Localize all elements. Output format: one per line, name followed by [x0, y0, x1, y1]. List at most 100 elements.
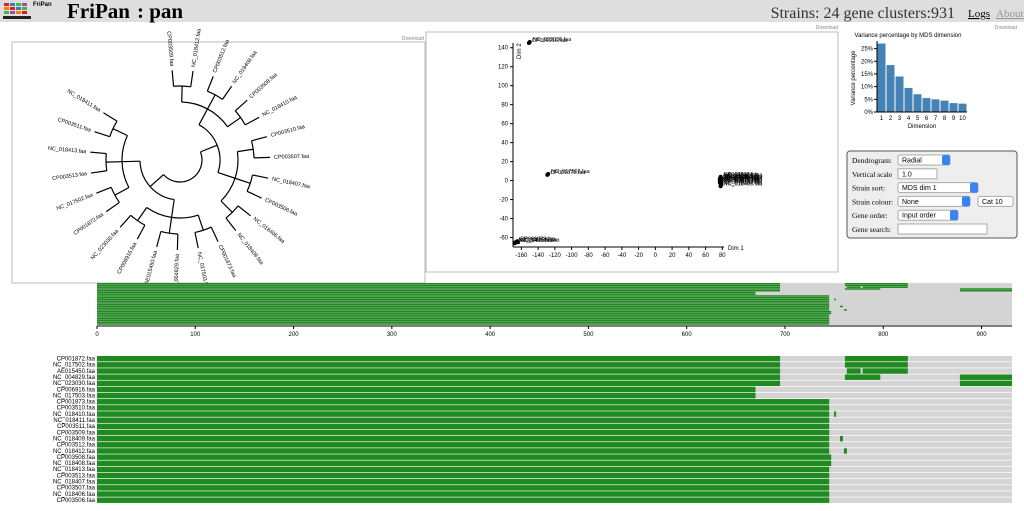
strain-label: CP001872.faa	[57, 357, 96, 363]
about-link[interactable]: About	[996, 8, 1024, 20]
branch	[234, 177, 251, 184]
controls: Dendrogram: Radial Vertical scale 1.0 Strain…	[852, 154, 1014, 235]
overview-presence	[844, 284, 908, 287]
y-tick-label: 20%	[861, 59, 874, 65]
y-tick-label: 60	[501, 122, 508, 128]
gene-presence	[97, 405, 830, 411]
x-tick-label: 6	[925, 116, 929, 122]
y-tick-label: 25%	[861, 47, 874, 53]
y-tick-label: 20	[501, 160, 508, 166]
point-label: NC_018412.faa	[724, 178, 763, 184]
gene-presence	[97, 368, 781, 374]
select-arrow[interactable]	[950, 210, 958, 221]
point-label: NC_017502.faa	[551, 169, 590, 175]
download-link[interactable]: Download	[816, 25, 838, 31]
overview-presence	[97, 304, 830, 306]
mds-point	[516, 240, 521, 245]
strain-label: NC_017502.faa	[53, 363, 96, 369]
overview-presence	[959, 290, 1012, 292]
point-label: NC_018410.faa	[724, 173, 763, 179]
x-tick-label: -40	[618, 253, 627, 259]
branch-arc	[109, 120, 118, 137]
point-label: CP003507.faa	[723, 177, 759, 183]
y-tick-label: 120	[498, 65, 509, 71]
y-tick-label: 0	[505, 179, 509, 185]
overview-presence	[843, 309, 847, 311]
gene-presence	[959, 380, 1012, 387]
branch	[136, 224, 146, 240]
strain-label: CP003508.faa	[57, 455, 96, 461]
overview-presence	[97, 283, 781, 285]
bar	[958, 103, 967, 112]
bar	[922, 98, 931, 112]
branch-arc	[250, 140, 255, 158]
branch	[112, 128, 128, 137]
branch	[217, 172, 236, 179]
select-arrow[interactable]	[942, 155, 950, 165]
x-tick-label: 7	[934, 116, 938, 122]
branch	[210, 226, 219, 242]
branch-arc	[160, 230, 178, 235]
point-label: NC_018411.faa	[724, 174, 763, 180]
strain-label: CP003507.faa	[57, 486, 96, 492]
text-input[interactable]	[897, 168, 938, 180]
overview-presence	[97, 300, 830, 302]
select[interactable]	[977, 195, 1014, 207]
point-label: CP003509.faa	[723, 176, 759, 182]
x-tick-label: -100	[566, 253, 579, 259]
x-tick-label: 600	[682, 332, 693, 338]
header-bar	[0, 0, 1024, 22]
strain-label: NC_018406.faa	[53, 492, 96, 498]
x-tick-label: -80	[584, 253, 593, 259]
leaf-label: NC_004829.faa	[174, 253, 181, 293]
branch	[168, 217, 173, 234]
point-label: NC_004829.faa	[519, 237, 558, 243]
overview-presence	[97, 305, 830, 308]
text-input[interactable]	[897, 223, 988, 235]
logo-text: FriPan	[33, 2, 52, 8]
point-label: NC_023030.faa	[533, 37, 572, 43]
branch	[252, 174, 269, 179]
strain-label: CP001873.faa	[57, 400, 96, 406]
branch	[190, 70, 194, 87]
branch	[149, 174, 164, 188]
point-label: NC_018407.faa	[724, 180, 763, 186]
download-link[interactable]: Download	[402, 36, 424, 42]
download-link[interactable]: Download	[995, 25, 1017, 31]
overview-presence	[862, 286, 908, 288]
point-label: CP003513.faa	[724, 179, 760, 185]
strain-label: NC_018411.faa	[53, 418, 95, 424]
gene-presence	[959, 374, 1012, 380]
x-tick-label: 1	[880, 116, 884, 122]
point-label: NC_017503.faa	[521, 237, 560, 243]
gene-presence	[97, 448, 830, 454]
logs-link[interactable]: Logs	[968, 8, 990, 20]
branch	[156, 231, 162, 248]
bar	[940, 100, 949, 112]
branch	[244, 116, 260, 126]
strain-label: CP003510.faa	[57, 406, 96, 412]
gene-presence	[834, 411, 837, 417]
select-arrow[interactable]	[970, 182, 978, 193]
select-arrow[interactable]	[962, 196, 970, 207]
branch	[237, 205, 251, 217]
gene-presence	[97, 497, 830, 503]
gene-presence	[97, 362, 781, 368]
bar	[877, 43, 886, 112]
mds-point	[527, 40, 532, 45]
overview-presence	[97, 286, 781, 288]
overview-presence	[97, 295, 830, 297]
mds-point	[718, 184, 723, 189]
point-label: CP003512.faa	[724, 177, 760, 183]
x-tick-label: 4	[907, 116, 911, 122]
point-label: NC_018413.faa	[724, 177, 763, 183]
y-tick-label: 5%	[864, 97, 873, 103]
x-tick-label: 20	[669, 253, 676, 259]
x-tick-label: 5	[916, 116, 920, 122]
overview-presence	[97, 318, 830, 320]
x-tick-label: 0	[654, 253, 658, 259]
y-axis-label: Dim 2	[517, 43, 523, 59]
overview-presence	[844, 283, 908, 285]
overview-presence	[97, 288, 781, 290]
branch	[103, 112, 118, 122]
